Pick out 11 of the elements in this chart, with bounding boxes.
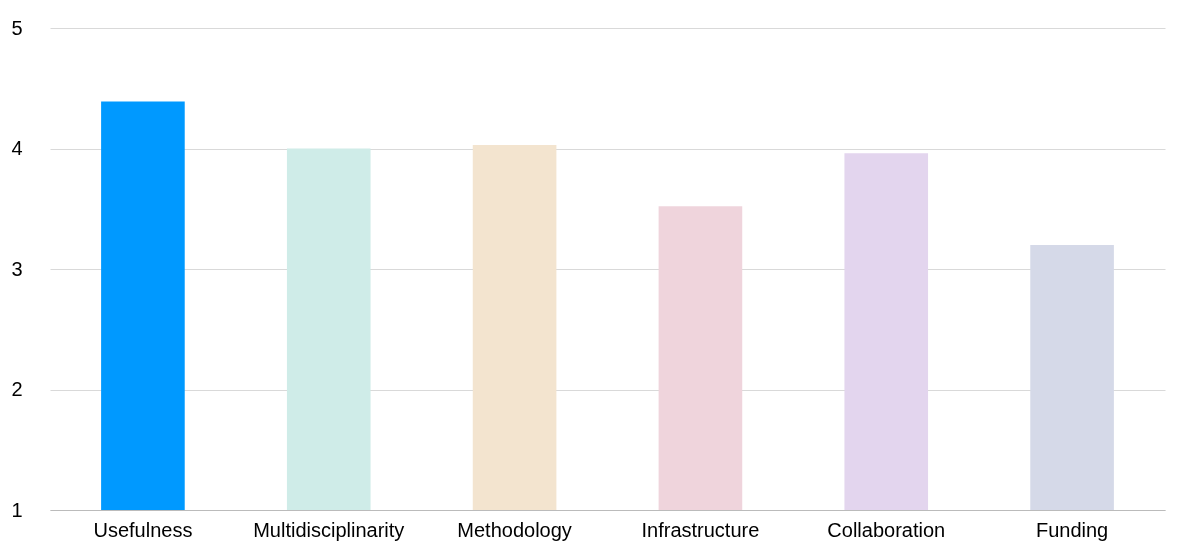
x-tick-label: Collaboration: [827, 518, 946, 541]
x-tick-label: Methodology: [457, 518, 572, 541]
y-tick-label: 1: [11, 498, 23, 521]
y-tick-label: 4: [11, 137, 23, 159]
x-tick-label: Funding: [1035, 518, 1109, 541]
x-tick-label: Multidisciplinarity: [253, 518, 405, 541]
y-tick-label: 2: [11, 378, 23, 400]
y-tick-label: 5: [11, 16, 23, 39]
x-tick-label: Infrastructure: [641, 518, 760, 541]
y-tick-label: 3: [11, 257, 23, 280]
x-tick-label: Usefulness: [93, 518, 193, 541]
